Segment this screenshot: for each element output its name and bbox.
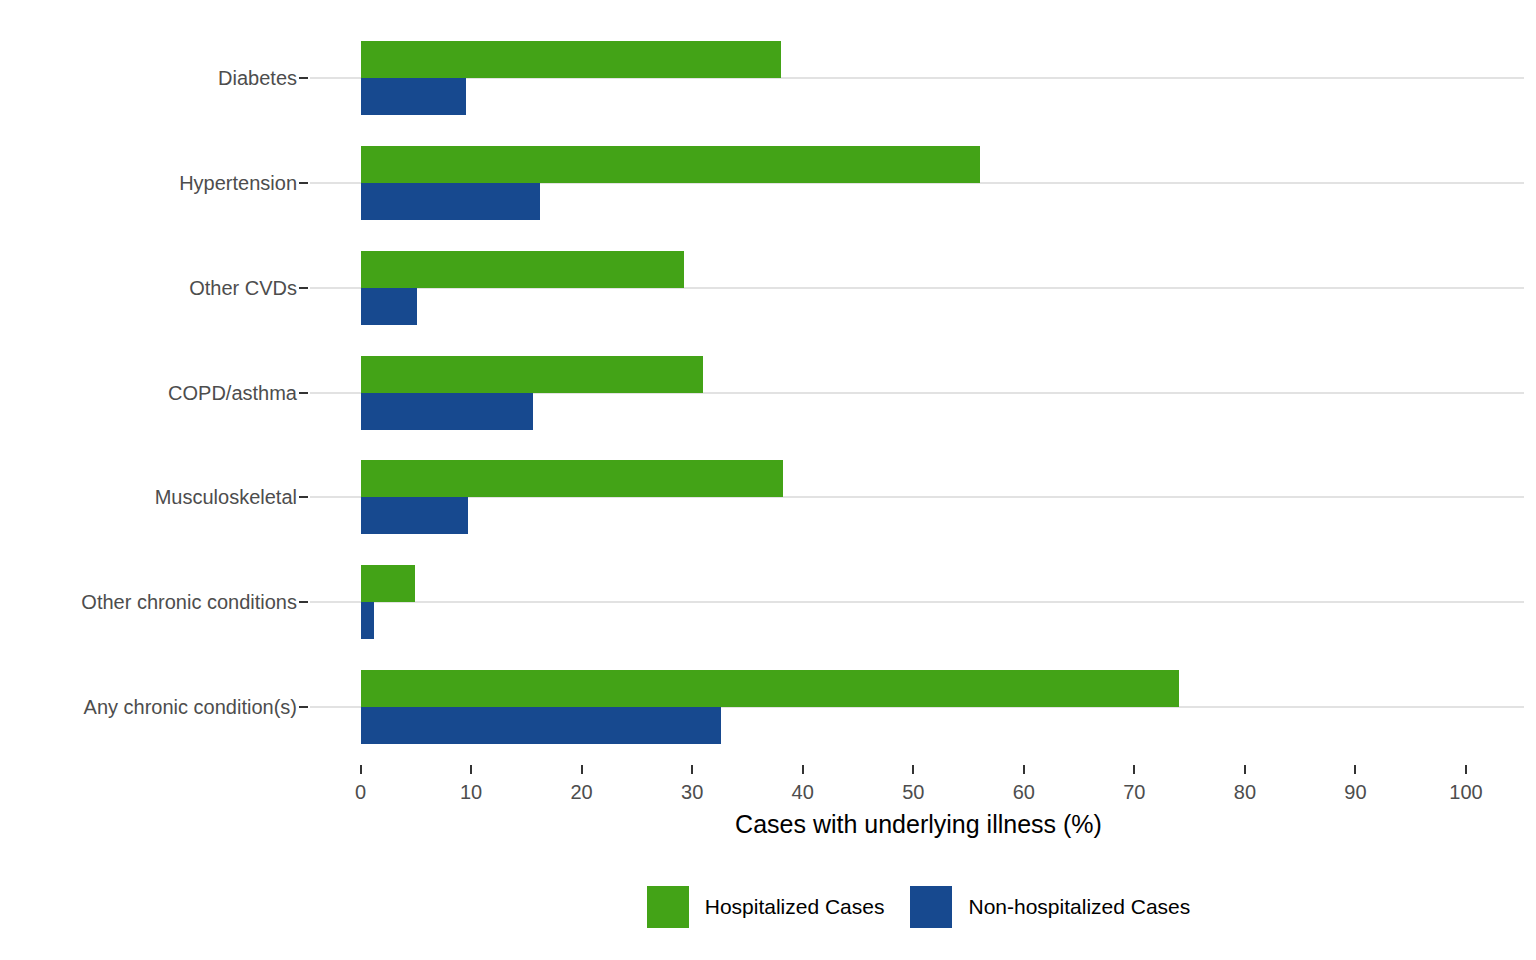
x-tick-label: 0 <box>321 779 401 805</box>
bar-non-hospitalized <box>361 393 533 430</box>
x-tick-label: 70 <box>1094 779 1174 805</box>
x-tick-label: 50 <box>873 779 953 805</box>
y-axis-tick <box>299 392 308 394</box>
x-tick-label: 30 <box>652 779 732 805</box>
x-axis-tick <box>691 765 693 774</box>
legend-entry-hospitalized: Hospitalized Cases <box>647 886 885 928</box>
y-axis-tick <box>299 496 308 498</box>
legend-entry-non-hospitalized: Non-hospitalized Cases <box>910 886 1190 928</box>
x-axis-tick <box>1465 765 1467 774</box>
bar-hospitalized <box>361 251 685 288</box>
x-axis-tick <box>1023 765 1025 774</box>
category-label: Hypertension <box>0 169 297 197</box>
y-axis-tick <box>299 706 308 708</box>
x-axis-title: Cases with underlying illness (%) <box>315 810 1522 839</box>
bar-hospitalized <box>361 356 704 393</box>
x-axis-tick <box>1244 765 1246 774</box>
x-axis-tick <box>1354 765 1356 774</box>
y-axis-tick <box>299 601 308 603</box>
category-label: COPD/asthma <box>0 379 297 407</box>
bar-non-hospitalized <box>361 602 374 639</box>
x-tick-label: 10 <box>431 779 511 805</box>
legend-label-hospitalized: Hospitalized Cases <box>705 895 885 919</box>
bar-hospitalized <box>361 146 980 183</box>
x-tick-label: 100 <box>1426 779 1506 805</box>
bar-non-hospitalized <box>361 288 417 325</box>
bar-non-hospitalized <box>361 78 466 115</box>
x-tick-label: 90 <box>1315 779 1395 805</box>
x-tick-label: 60 <box>984 779 1064 805</box>
x-axis-tick <box>1133 765 1135 774</box>
category-label: Diabetes <box>0 64 297 92</box>
x-axis-tick <box>470 765 472 774</box>
category-label: Other CVDs <box>0 274 297 302</box>
bar-hospitalized <box>361 565 415 602</box>
category-gridline <box>310 601 1524 603</box>
x-tick-label: 20 <box>542 779 622 805</box>
bar-non-hospitalized <box>361 497 468 534</box>
category-label: Any chronic condition(s) <box>0 693 297 721</box>
x-tick-label: 80 <box>1205 779 1285 805</box>
x-axis-tick <box>581 765 583 774</box>
bar-hospitalized <box>361 41 781 78</box>
x-axis-tick <box>912 765 914 774</box>
legend: Hospitalized Cases Non-hospitalized Case… <box>315 886 1522 928</box>
legend-swatch-non-hospitalized <box>910 886 952 928</box>
legend-label-non-hospitalized: Non-hospitalized Cases <box>968 895 1190 919</box>
x-axis-tick <box>802 765 804 774</box>
bar-hospitalized <box>361 670 1179 707</box>
bar-hospitalized <box>361 460 783 497</box>
y-axis-tick <box>299 182 308 184</box>
bar-non-hospitalized <box>361 707 721 744</box>
category-label: Musculoskeletal <box>0 483 297 511</box>
x-axis-tick <box>360 765 362 774</box>
category-label: Other chronic conditions <box>0 588 297 616</box>
grouped-horizontal-bar-chart: Diabetes Hypertension Other CVDs COPD/asthm… <box>0 0 1536 960</box>
x-tick-label: 40 <box>763 779 843 805</box>
legend-swatch-hospitalized <box>647 886 689 928</box>
bar-non-hospitalized <box>361 183 540 220</box>
y-axis-tick <box>299 77 308 79</box>
y-axis-tick <box>299 287 308 289</box>
